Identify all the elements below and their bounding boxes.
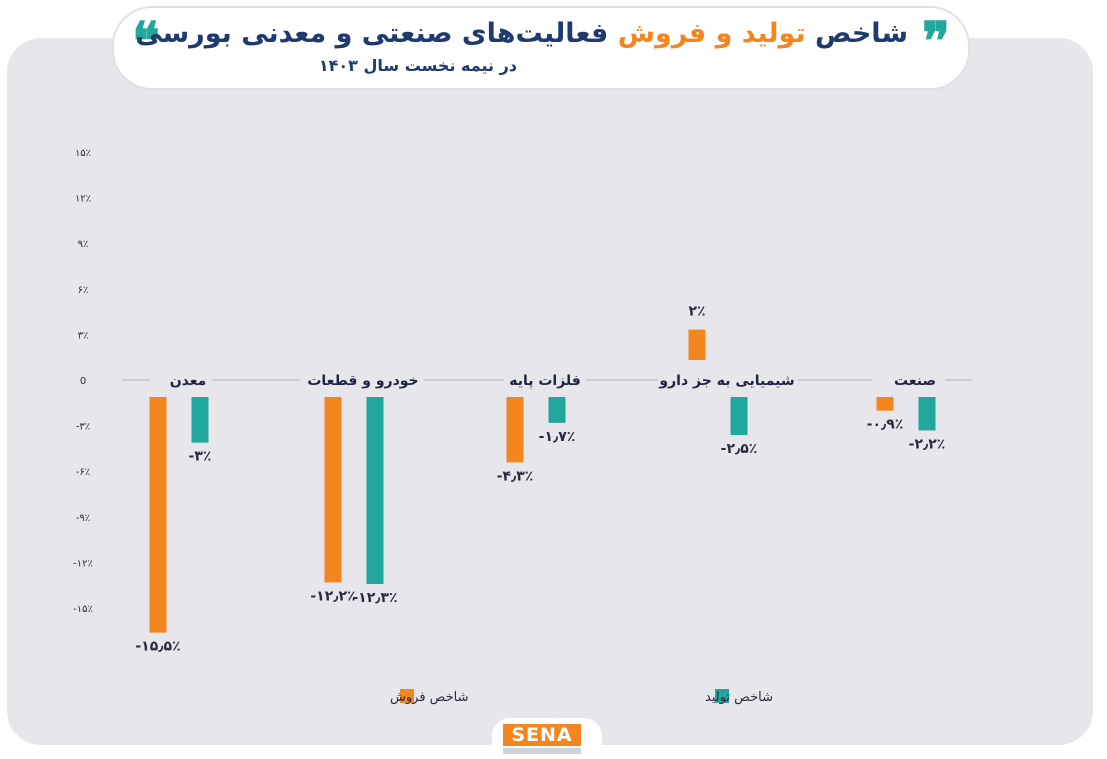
category-label: فلزات پایه — [509, 373, 581, 389]
quote-open-icon: ❞ — [922, 11, 950, 72]
y-tick-label: ۹٪ — [78, 239, 89, 250]
category-label: شیمیایی به جز دارو — [658, 373, 794, 389]
data-label: -۳٪ — [189, 449, 212, 465]
sena-logo-tagline — [503, 748, 581, 754]
bar-sales — [876, 397, 894, 411]
page-subtitle: در نیمه نخست سال ۱۴۰۳ — [318, 56, 517, 75]
legend-swatch — [400, 689, 414, 703]
category-label: خودرو و قطعات — [307, 373, 418, 389]
y-tick-label: ۱۲٪ — [75, 194, 91, 205]
y-tick-label: ۱۵٪ — [75, 148, 91, 159]
data-label: -۲٫۲٪ — [909, 436, 946, 452]
data-label: -۰٫۹٪ — [867, 417, 904, 433]
data-label: -۱۵٫۵٪ — [135, 639, 180, 655]
bar-sales — [324, 397, 342, 583]
y-tick-label: -۹٪ — [76, 513, 90, 524]
data-label: -۱۲٫۳٪ — [352, 590, 397, 606]
legend-label: شاخص تولید — [705, 690, 773, 705]
data-label: -۲٫۵٪ — [721, 441, 758, 457]
y-tick-label: -۶٪ — [76, 467, 90, 478]
title-box: ❞ ❝ شاخص تولید و فروش فعالیت‌های صنعتی و… — [112, 6, 970, 90]
category-label: معدن — [170, 373, 207, 389]
y-tick-label: ۳٪ — [78, 330, 89, 341]
bar-production — [191, 397, 209, 443]
bar-sales — [506, 397, 524, 463]
chart-panel — [7, 38, 1093, 745]
title-part-3: فعالیت‌های صنعتی و معدنی بورسی — [135, 18, 609, 49]
y-tick-label: 0 — [80, 376, 86, 387]
data-label: -۴٫۳٪ — [497, 468, 534, 484]
sena-logo: SENA — [503, 724, 581, 746]
data-label: ۲٪ — [688, 304, 705, 320]
title-part-1: شاخص — [815, 18, 908, 49]
legend-label: شاخص فروش — [390, 690, 468, 705]
y-tick-label: -۱۲٪ — [73, 558, 93, 569]
title-part-2: تولید و فروش — [617, 18, 806, 49]
bar-production — [548, 397, 566, 423]
bar-production — [366, 397, 384, 584]
bar-sales — [149, 397, 167, 633]
quote-close-icon: ❝ — [132, 11, 160, 72]
data-label: -۱٫۷٪ — [539, 429, 576, 445]
data-label: -۱۲٫۲٪ — [310, 588, 355, 604]
legend-swatch — [715, 689, 729, 703]
bar-production — [730, 397, 748, 435]
y-tick-label: ۶٪ — [78, 285, 89, 296]
bar-production — [918, 397, 936, 431]
y-tick-label: -۱۵٪ — [73, 604, 93, 615]
category-label: صنعت — [894, 373, 936, 389]
y-tick-label: -۳٪ — [76, 422, 90, 433]
page-title: شاخص تولید و فروش فعالیت‌های صنعتی و معد… — [135, 18, 908, 58]
bar-sales — [688, 329, 706, 360]
